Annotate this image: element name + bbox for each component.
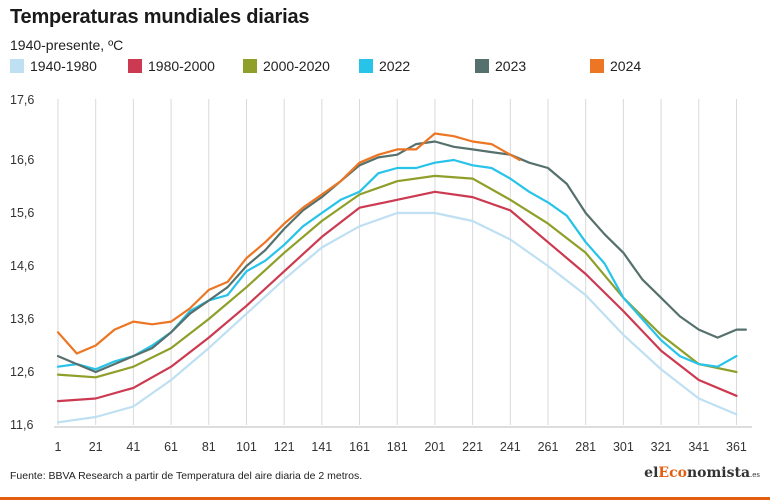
- y-tick-label: 13,6: [10, 312, 34, 326]
- legend-swatch: [243, 59, 257, 73]
- brand-accent: Eco: [658, 465, 687, 481]
- legend-swatch: [359, 59, 373, 73]
- legend-label: 2000-2020: [263, 58, 330, 74]
- brand-suffix: .es: [750, 471, 760, 479]
- x-tick-label: 141: [311, 440, 332, 454]
- brand-pre: el: [644, 465, 659, 481]
- x-tick-label: 161: [349, 440, 370, 454]
- x-tick-label: 21: [89, 440, 103, 454]
- x-tick-label: 101: [236, 440, 257, 454]
- x-tick-label: 241: [500, 440, 521, 454]
- legend-label: 1980-2000: [148, 58, 215, 74]
- brand-post: nomista: [686, 465, 751, 481]
- legend-item-2023: 2023: [475, 58, 526, 74]
- legend-swatch: [128, 59, 142, 73]
- legend-label: 2022: [379, 58, 411, 74]
- legend-item-1940-1980: 1940-1980: [10, 58, 97, 74]
- x-tick-label: 301: [613, 440, 634, 454]
- y-tick-label: 14,6: [10, 259, 34, 273]
- y-tick-label: 12,6: [10, 365, 34, 379]
- x-tick-label: 61: [164, 440, 178, 454]
- legend-swatch: [10, 59, 24, 73]
- x-tick-label: 1: [55, 440, 62, 454]
- x-tick-label: 181: [387, 440, 408, 454]
- x-tick-label: 221: [462, 440, 483, 454]
- legend-item-2000-2020: 2000-2020: [243, 58, 330, 74]
- legend-item-1980-2000: 1980-2000: [128, 58, 215, 74]
- x-tick-label: 341: [688, 440, 709, 454]
- x-tick-label: 281: [575, 440, 596, 454]
- x-tick-label: 41: [126, 440, 140, 454]
- x-tick-label: 201: [424, 440, 445, 454]
- series-line-2023: [56, 140, 748, 374]
- x-tick-label: 81: [202, 440, 216, 454]
- legend-label: 1940-1980: [30, 58, 97, 74]
- series-line-1940-1980: [56, 211, 738, 424]
- x-tick-label: 121: [274, 440, 295, 454]
- x-tick-label: 261: [538, 440, 559, 454]
- y-tick-label: 16,6: [10, 153, 34, 167]
- legend-swatch: [475, 59, 489, 73]
- legend-item-2024: 2024: [590, 58, 641, 74]
- legend-swatch: [590, 59, 604, 73]
- source-note: Fuente: BBVA Research a partir de Temper…: [10, 470, 363, 482]
- y-tick-label: 17,6: [10, 93, 34, 107]
- x-tick-label: 321: [651, 440, 672, 454]
- chart-title: Temperaturas mundiales diarias: [10, 6, 310, 28]
- x-tick-label: 361: [726, 440, 747, 454]
- brand-logo: elEconomista.es: [644, 465, 760, 481]
- chart-subtitle: 1940-presente, ºC: [10, 37, 124, 53]
- series-line-1980-2000: [56, 190, 738, 403]
- legend-item-2022: 2022: [359, 58, 410, 74]
- bottom-rule: [0, 497, 770, 500]
- legend-label: 2023: [495, 58, 527, 74]
- legend: 1940-1980 1980-2000 2000-2020 2022 2023 …: [10, 58, 760, 78]
- y-tick-label: 15,6: [10, 206, 34, 220]
- y-tick-label: 11,6: [10, 418, 33, 432]
- series-line-2024: [56, 132, 521, 355]
- legend-label: 2024: [610, 58, 642, 74]
